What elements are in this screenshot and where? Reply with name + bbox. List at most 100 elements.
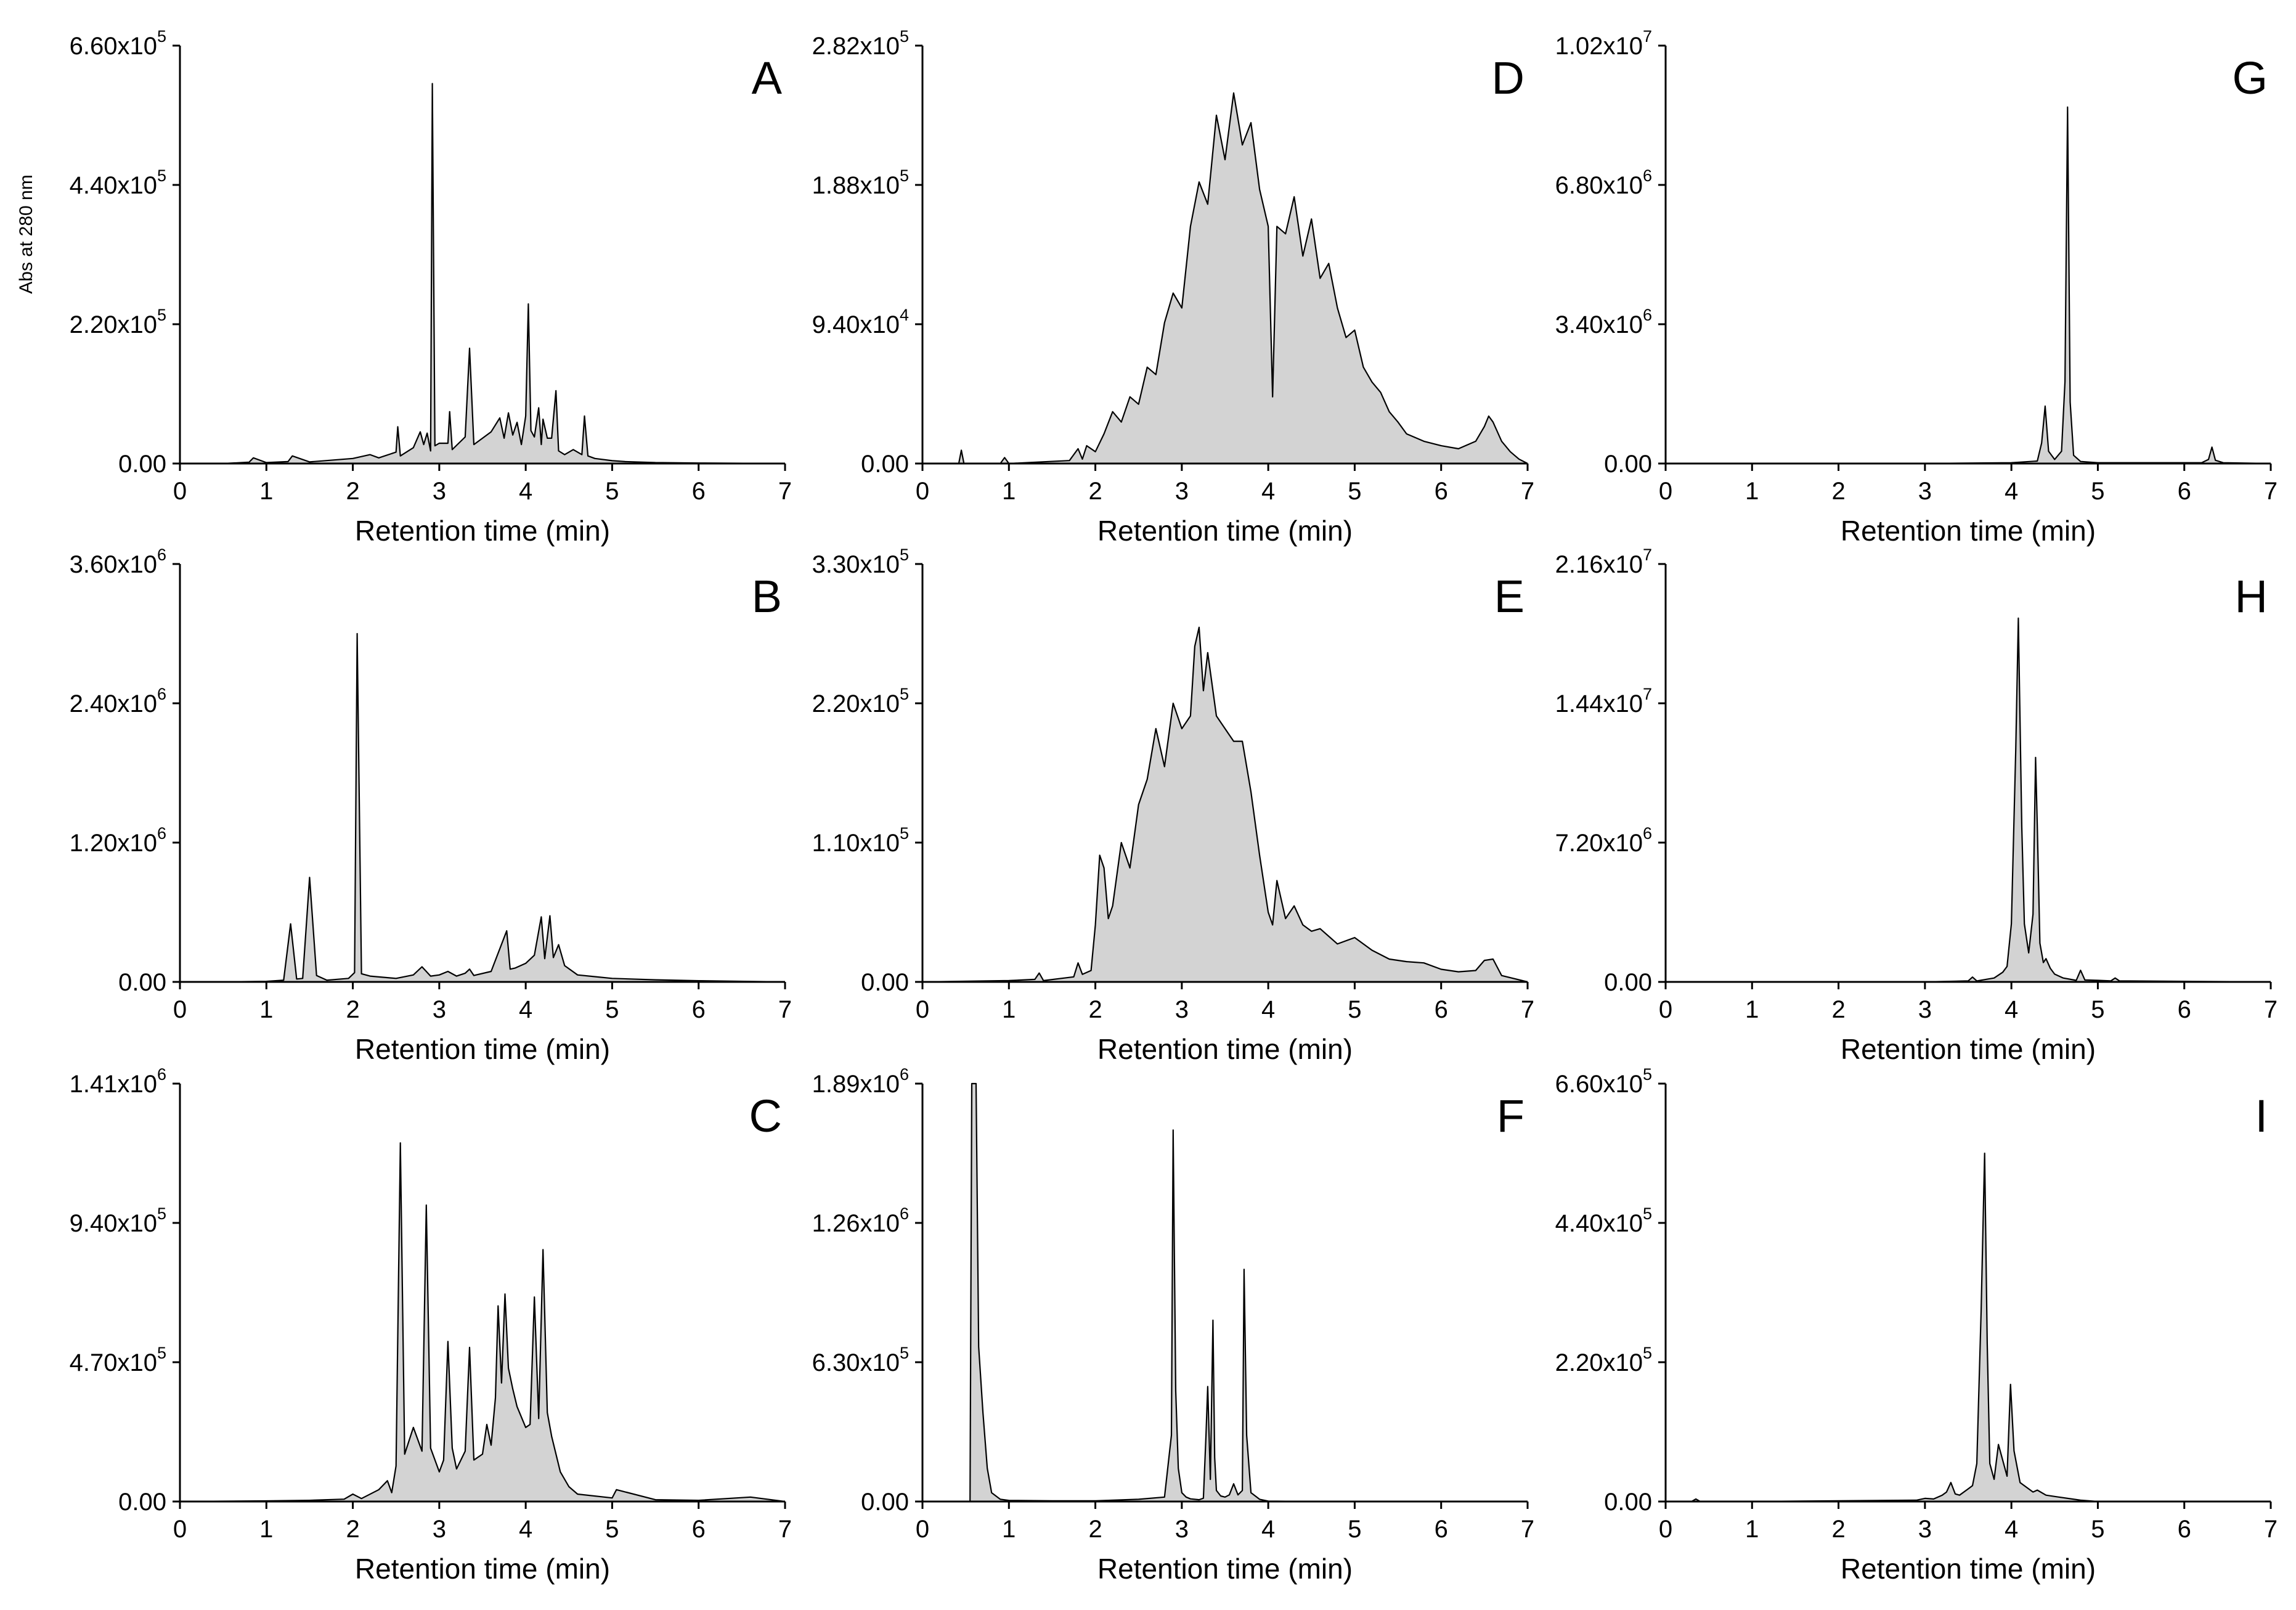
panel-e-trace: [922, 626, 1528, 983]
panel-d-ytick-exponent: 4: [900, 306, 909, 324]
panel-c: 0 1 2 3 4 5 6 70.004.70x1059.40x1051.41x106Rete…: [70, 1065, 792, 1585]
panel-b-trace: [180, 632, 786, 983]
panel-g: 0 1 2 3 4 5 6 70.003.40x1066.80x1061.02x107Rete…: [1555, 27, 2278, 547]
panel-e-ytick-base: 1.10x10: [812, 830, 900, 857]
panel-f-letter: F: [1497, 1090, 1525, 1142]
panel-b-ytick-exponent: 6: [157, 685, 166, 703]
panel-b: 0 1 2 3 4 5 6 70.001.20x1062.40x1063.60x106Rete…: [70, 546, 792, 1065]
panel-c-xtick-label: 2: [346, 1516, 359, 1543]
panel-i-ytick-base: 0.00: [1604, 1489, 1652, 1516]
panel-f-ytick-base: 1.26x10: [812, 1210, 900, 1237]
panel-c-ytick-base: 4.70x10: [70, 1349, 157, 1376]
y-axis-title: Abs at 280 nm: [16, 174, 36, 293]
panel-e-ytick-label: 2.20x105: [812, 685, 909, 717]
panel-d-ytick-label: 1.88x105: [812, 166, 909, 199]
panel-h-xtick-label: 0: [1659, 996, 1672, 1023]
panel-h-xtick-label: 4: [2005, 996, 2018, 1023]
panel-i-xtick-label: 3: [1918, 1516, 1932, 1543]
panel-d-xtick-label: 7: [1521, 478, 1534, 505]
panel-b-ytick-base: 0.00: [118, 969, 166, 996]
panel-b-xtick-label: 7: [778, 996, 792, 1023]
panel-g-xtick-label: 1: [1745, 478, 1759, 505]
panel-g-ytick-exponent: 6: [1643, 166, 1652, 185]
panel-d-letter: D: [1492, 52, 1525, 104]
panel-c-xtick-label: 1: [259, 1516, 273, 1543]
panel-b-xtick-label: 3: [433, 996, 446, 1023]
panel-e-xtick-label: 3: [1175, 996, 1189, 1023]
panel-i-xlabel: Retention time (min): [1841, 1553, 2096, 1585]
panel-d-xtick-label: 2: [1088, 478, 1102, 505]
panel-b-letter: B: [752, 571, 782, 622]
panel-a-ytick-base: 0.00: [118, 451, 166, 478]
panel-a-ytick-exponent: 5: [157, 27, 166, 46]
panel-e-ytick-label: 3.30x105: [812, 546, 909, 578]
panel-c-ytick-exponent: 6: [157, 1065, 166, 1084]
panel-e-xlabel: Retention time (min): [1097, 1033, 1353, 1065]
panel-b-xtick-label: 5: [605, 996, 619, 1023]
panel-a-letter: A: [752, 52, 783, 104]
panel-e-ytick-label: 1.10x105: [812, 824, 909, 857]
panel-h-ytick-exponent: 7: [1643, 685, 1652, 703]
panel-h-ytick-label: 7.20x106: [1555, 824, 1652, 857]
panel-f-xtick-label: 7: [1521, 1516, 1534, 1543]
panel-f-ytick-exponent: 6: [900, 1204, 909, 1223]
panel-e-xtick-label: 0: [916, 996, 929, 1023]
panel-f-xtick-label: 2: [1088, 1516, 1102, 1543]
panel-e-ytick-base: 2.20x10: [812, 690, 900, 717]
panel-i-xtick-label: 6: [2178, 1516, 2191, 1543]
panel-i-trace: [1666, 1152, 2271, 1503]
panel-g-ytick-base: 6.80x10: [1555, 172, 1643, 199]
panel-d-xlabel: Retention time (min): [1097, 515, 1353, 547]
panel-f-ytick-exponent: 6: [900, 1065, 909, 1084]
panel-b-ytick-label: 3.60x106: [70, 546, 166, 578]
panel-i-xtick-label: 0: [1659, 1516, 1672, 1543]
panel-i-ytick-base: 6.60x10: [1555, 1071, 1643, 1098]
panel-g-xtick-label: 2: [1831, 478, 1845, 505]
panel-b-ytick-label: 0.00: [118, 969, 166, 996]
panel-a-xtick-label: 5: [605, 478, 619, 505]
panel-e-xtick-label: 1: [1002, 996, 1016, 1023]
panel-f-ytick-exponent: 5: [900, 1344, 909, 1362]
panel-f-ytick-label: 1.26x106: [812, 1204, 909, 1237]
panel-c-ytick-exponent: 5: [157, 1344, 166, 1362]
panel-g-xtick-label: 0: [1659, 478, 1672, 505]
panel-a-xlabel: Retention time (min): [355, 515, 610, 547]
panel-h-trace: [1666, 617, 2271, 983]
panel-c-xtick-label: 4: [519, 1516, 532, 1543]
panel-f-area: [922, 1084, 1528, 1502]
panel-c-xtick-label: 6: [692, 1516, 706, 1543]
panel-c-xlabel: Retention time (min): [355, 1553, 610, 1585]
panel-i-xtick-label: 4: [2005, 1516, 2018, 1543]
panel-b-xtick-label: 6: [692, 996, 706, 1023]
panel-e-ytick-label: 0.00: [861, 969, 909, 996]
panel-g-ytick-label: 6.80x106: [1555, 166, 1652, 199]
panel-h-ytick-label: 0.00: [1604, 969, 1652, 996]
panels: 0 1 2 3 4 5 6 70.002.20x1054.40x1056.60x105Rete…: [70, 27, 2278, 1585]
panel-h-xtick-label: 5: [2091, 996, 2104, 1023]
panel-g-ytick-base: 1.02x10: [1555, 33, 1643, 60]
panel-a-xtick-label: 4: [519, 478, 532, 505]
panel-e-xtick-label: 2: [1088, 996, 1102, 1023]
panel-c-ytick-label: 9.40x105: [70, 1204, 166, 1237]
panel-h-letter: H: [2235, 571, 2268, 622]
panel-a-xtick-label: 3: [433, 478, 446, 505]
panel-f-ytick-base: 0.00: [861, 1489, 909, 1516]
panel-f-ytick-base: 1.89x10: [812, 1071, 900, 1098]
panel-i-ytick-label: 0.00: [1604, 1489, 1652, 1516]
panel-i-xtick-label: 1: [1745, 1516, 1759, 1543]
panel-h-xtick-label: 6: [2178, 996, 2191, 1023]
panel-d-ytick-exponent: 5: [900, 166, 909, 185]
panel-a-ytick-label: 0.00: [118, 451, 166, 478]
panel-d-ytick-base: 2.82x10: [812, 33, 900, 60]
panel-c-ytick-label: 0.00: [118, 1489, 166, 1516]
panel-d-ytick-label: 2.82x105: [812, 27, 909, 60]
panel-g-xtick-label: 4: [2005, 478, 2018, 505]
panel-g-ytick-exponent: 7: [1643, 27, 1652, 46]
panel-d-xtick-label: 5: [1348, 478, 1361, 505]
panel-h-ytick-base: 7.20x10: [1555, 830, 1643, 857]
panel-d-ytick-base: 0.00: [861, 451, 909, 478]
panel-b-ytick-base: 1.20x10: [70, 830, 157, 857]
panel-h-ytick-exponent: 7: [1643, 546, 1652, 564]
panel-g-ytick-exponent: 6: [1643, 306, 1652, 324]
